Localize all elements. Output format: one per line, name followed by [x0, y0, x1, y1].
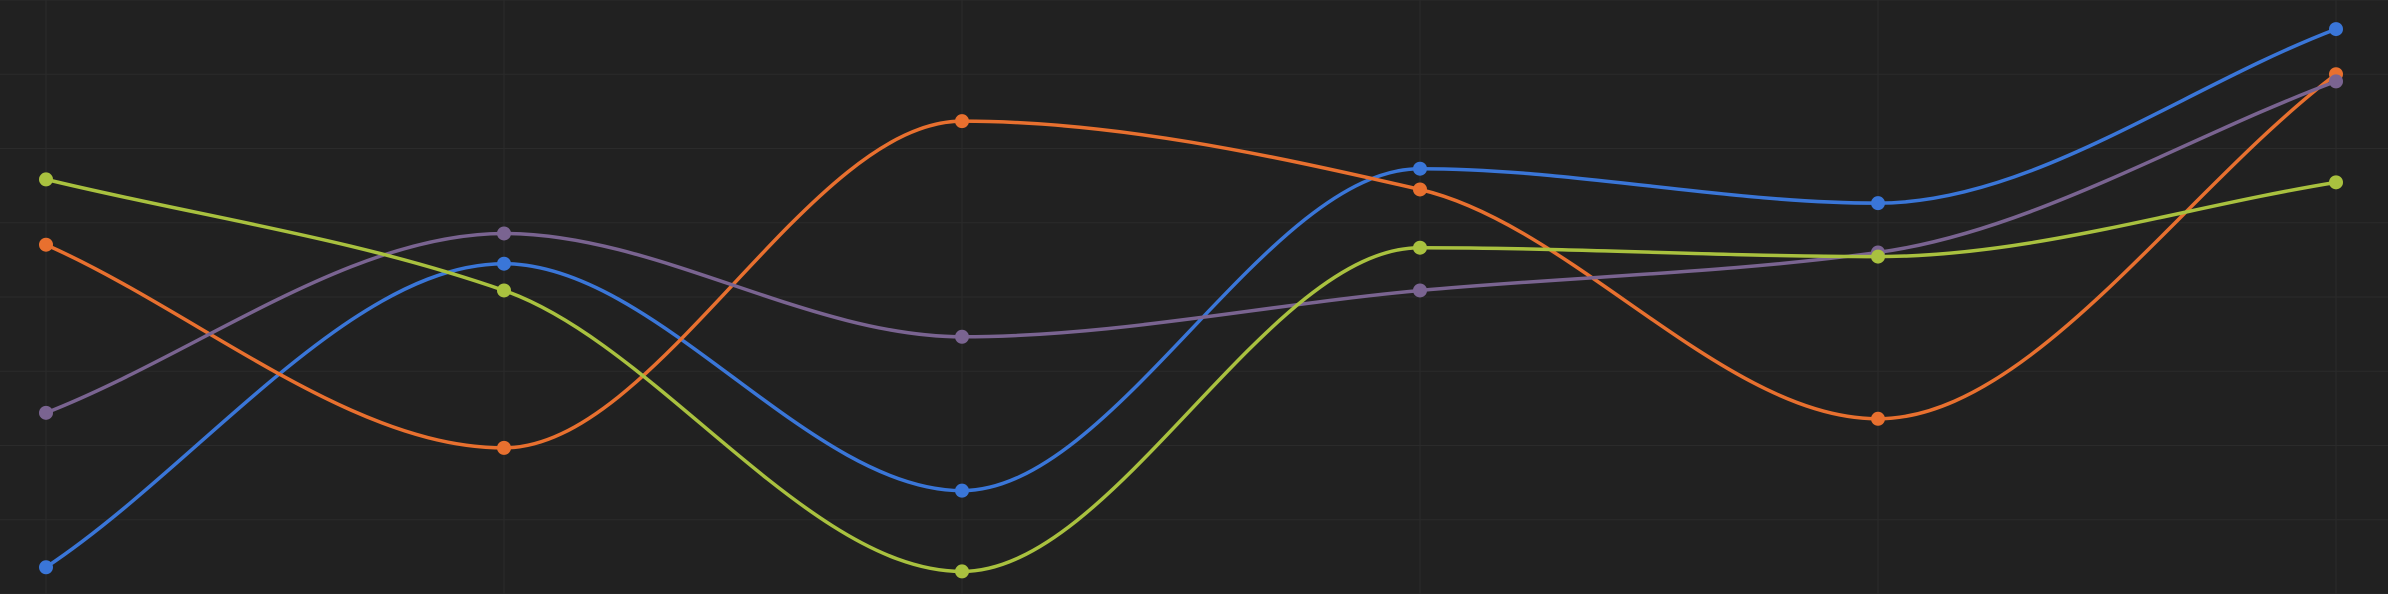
data-point-s4-3[interactable]: [955, 564, 969, 579]
series-line-3: [44, 79, 2338, 415]
data-point-s4-4[interactable]: [1413, 240, 1427, 255]
data-point-s3-3[interactable]: [955, 329, 969, 344]
series-line-4: [44, 177, 2338, 574]
series-line-2: [44, 72, 2338, 450]
data-point-s1-6[interactable]: [2329, 22, 2343, 37]
data-point-s2-4[interactable]: [1413, 182, 1427, 197]
data-point-s2-5[interactable]: [1871, 411, 1885, 426]
data-point-s3-4[interactable]: [1413, 283, 1427, 298]
data-point-s3-2[interactable]: [497, 226, 511, 241]
data-point-s2-1[interactable]: [39, 237, 53, 252]
data-point-s3-6[interactable]: [2329, 74, 2343, 89]
data-point-s3-1[interactable]: [39, 405, 53, 420]
data-point-s2-3[interactable]: [955, 114, 969, 129]
data-point-s4-5[interactable]: [1871, 249, 1885, 264]
data-points: [39, 22, 2343, 579]
series-line-1: [44, 27, 2338, 570]
data-point-s1-2[interactable]: [497, 256, 511, 271]
data-point-s4-6[interactable]: [2329, 175, 2343, 190]
data-point-s1-1[interactable]: [39, 560, 53, 575]
data-point-s2-2[interactable]: [497, 440, 511, 455]
data-point-s4-2[interactable]: [497, 283, 511, 298]
data-point-s1-3[interactable]: [955, 483, 969, 498]
data-point-s4-1[interactable]: [39, 172, 53, 187]
data-point-s1-4[interactable]: [1413, 161, 1427, 176]
data-point-s1-5[interactable]: [1871, 196, 1885, 211]
series-lines: [44, 27, 2338, 574]
